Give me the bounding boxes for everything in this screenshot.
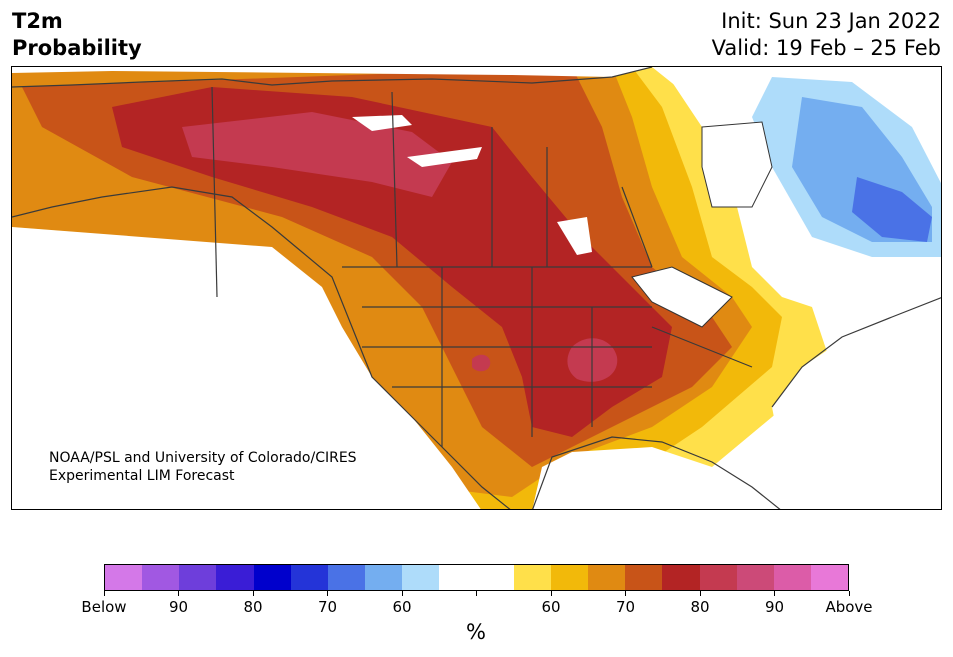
colorbar-tick-label: 70 xyxy=(615,598,636,616)
map-title: T2m Probability xyxy=(12,8,142,62)
colorbar-segment xyxy=(402,565,440,590)
title-variable: T2m xyxy=(12,9,63,33)
colorbar-tick xyxy=(103,591,105,596)
colorbar-segment xyxy=(216,565,254,590)
credit-text: NOAA/PSL and University of Colorado/CIRE… xyxy=(49,449,357,485)
colorbar-tick xyxy=(178,591,179,596)
region-warm-85 xyxy=(182,112,452,197)
lake-slave xyxy=(352,115,412,131)
colorbar-tick xyxy=(848,591,850,596)
colorbar-tick-label: 90 xyxy=(764,598,785,616)
colorbar-segment xyxy=(439,565,477,590)
hudson-bay xyxy=(701,121,773,208)
colorbar-tick-label: 90 xyxy=(168,598,189,616)
colorbar-tick xyxy=(550,591,552,596)
colorbar-segment xyxy=(253,565,291,590)
colorbar-tick xyxy=(327,591,328,596)
ocean-gulf xyxy=(532,447,790,509)
colorbar-segment xyxy=(550,565,589,590)
colorbar-tick-label: 60 xyxy=(541,598,561,616)
colorbar-segment xyxy=(588,565,626,590)
colorbar-segment xyxy=(290,565,328,590)
lake-winnipeg xyxy=(557,217,592,255)
init-date: Init: Sun 23 Jan 2022 xyxy=(721,9,941,33)
colorbar-segment xyxy=(625,565,663,590)
colorbar-tick-label: 80 xyxy=(243,598,263,616)
colorbar-segment xyxy=(513,565,551,590)
colorbar-tick-label: Above xyxy=(825,598,873,616)
colorbar-tick xyxy=(625,591,626,596)
colorbar-tick xyxy=(774,591,775,596)
colorbar-tick xyxy=(252,591,254,596)
colorbar-tick-label: 80 xyxy=(690,598,710,616)
borders xyxy=(12,67,941,509)
ocean-atlantic xyxy=(772,297,941,509)
credit-line-1: NOAA/PSL and University of Colorado/CIRE… xyxy=(49,450,357,466)
colorbar-tick-label: 60 xyxy=(392,598,412,616)
valid-range: Valid: 19 Feb – 25 Feb xyxy=(711,36,941,60)
colorbar-segment xyxy=(179,565,217,590)
colorbar-tick-label: Below xyxy=(81,598,127,616)
colorbar-segment xyxy=(327,565,366,590)
colorbar-segment xyxy=(142,565,180,590)
colorbar-segment xyxy=(476,565,514,590)
colorbar-tick-label: 70 xyxy=(317,598,338,616)
title-quantity: Probability xyxy=(12,36,142,60)
probability-map xyxy=(11,66,942,510)
colorbar-segment xyxy=(662,565,700,590)
colorbar-tick xyxy=(699,591,701,596)
colorbar-segment xyxy=(105,565,143,590)
colorbar-tick xyxy=(401,591,403,596)
colorbar xyxy=(104,564,849,591)
region-warm-85-rockies xyxy=(472,354,491,372)
colorbar-segment xyxy=(365,565,403,590)
colorbar-unit: % xyxy=(466,620,486,644)
ocean-pacific xyxy=(12,227,481,509)
map-svg xyxy=(12,67,941,509)
colorbar-tick xyxy=(476,591,477,596)
great-lakes xyxy=(631,266,733,328)
colorbar-segment xyxy=(736,565,774,590)
ocean-arctic xyxy=(12,67,652,77)
forecast-dates: Init: Sun 23 Jan 2022 Valid: 19 Feb – 25… xyxy=(712,8,941,62)
credit-line-2: Experimental LIM Forecast xyxy=(49,468,235,484)
region-cool-70 xyxy=(852,177,932,242)
colorbar-segment xyxy=(810,565,849,590)
lake-bear xyxy=(407,147,482,167)
colorbar-segment xyxy=(699,565,737,590)
colorbar-segment xyxy=(773,565,811,590)
